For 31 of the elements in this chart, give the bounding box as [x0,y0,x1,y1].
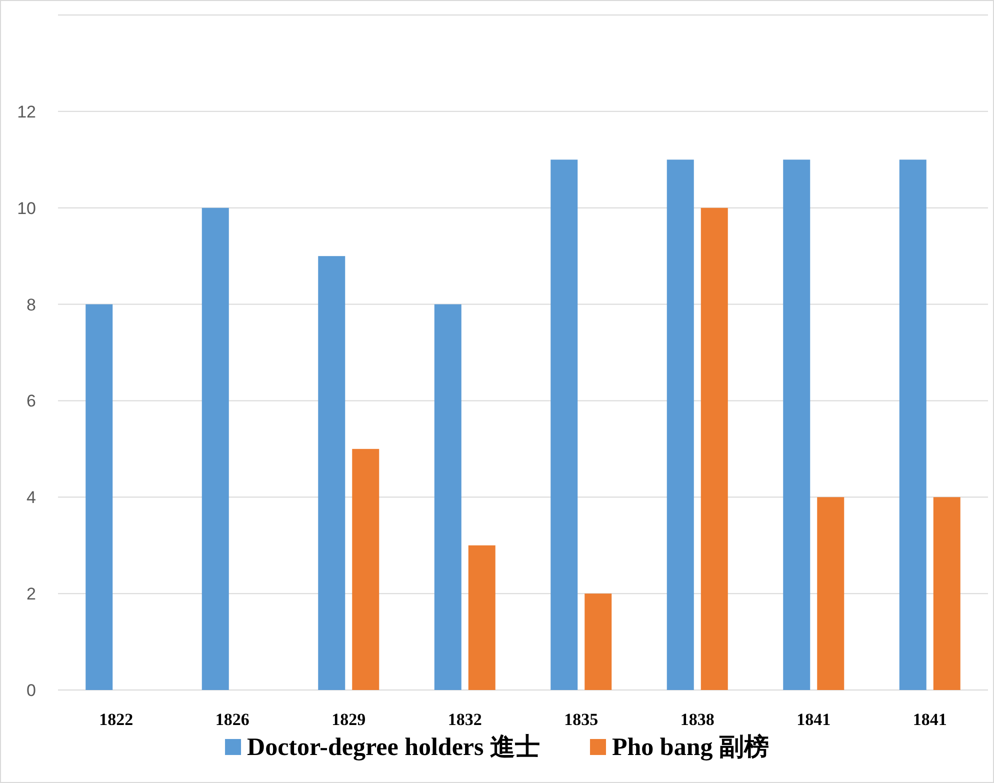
legend-label: Pho bang 副榜 [612,733,769,761]
y-tick-label: 2 [26,584,36,604]
y-tick-label: 10 [17,198,36,218]
y-tick-label: 0 [26,681,36,700]
x-tick-label: 1841 [796,710,831,729]
bar [899,160,926,690]
bar [318,256,346,690]
bar [933,497,960,690]
y-tick-label: 12 [17,102,36,122]
bar [700,208,728,690]
bar [584,594,612,690]
x-tick-label: 1829 [332,710,366,729]
bar [468,545,496,690]
bar [434,304,462,690]
x-tick-label: 1832 [448,710,482,729]
bar [666,160,694,690]
x-tick-label: 1822 [99,710,134,729]
bar [783,160,810,690]
x-tick-label: 1835 [564,710,598,729]
bar [352,448,380,690]
y-tick-label: 4 [26,488,36,508]
bar [202,208,229,690]
y-tick-label: 6 [26,392,36,411]
x-tick-label: 1838 [680,710,714,729]
x-tick-label: 1826 [215,710,250,729]
legend-label: Doctor-degree holders 進士 [247,733,540,761]
bar [817,497,844,690]
y-tick-label: 8 [26,295,36,314]
bar [550,160,578,690]
bar [86,304,113,690]
x-tick-label: 1841 [912,710,947,729]
